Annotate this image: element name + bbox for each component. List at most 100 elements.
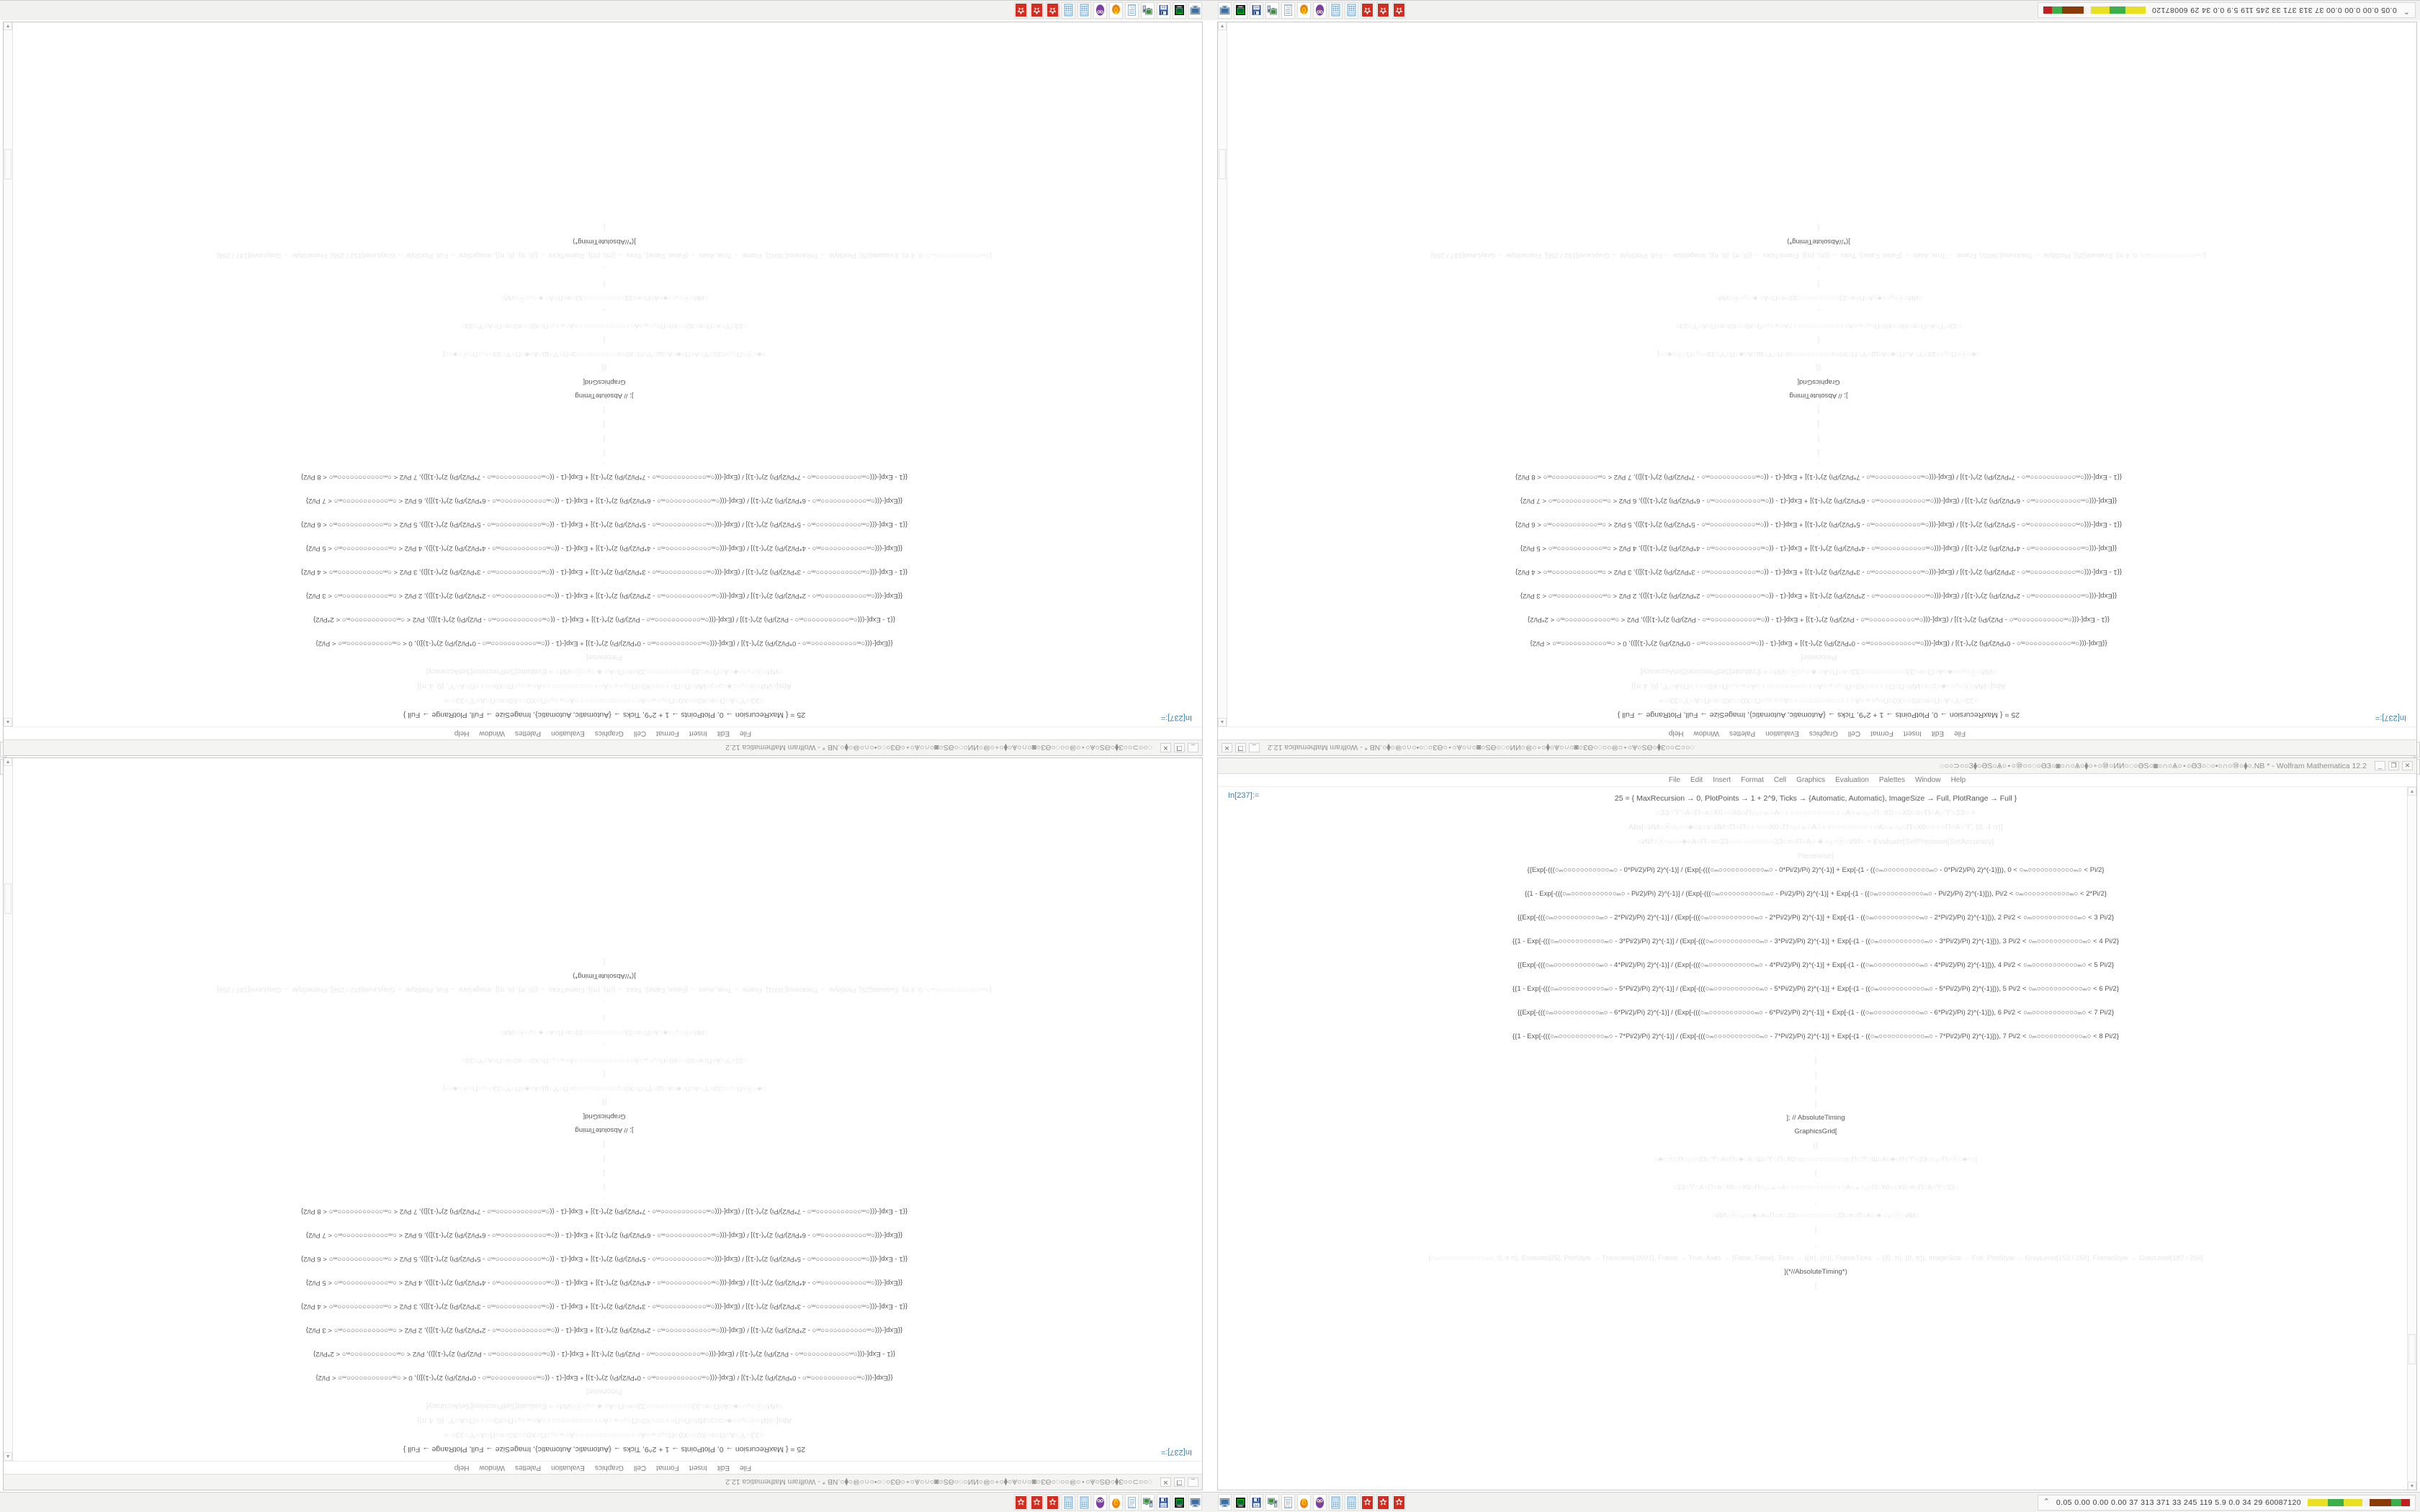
mathematica-spikey-icon[interactable]: [1392, 2, 1406, 19]
scrollbar-thumb[interactable]: [1219, 149, 1226, 179]
window-titlebar[interactable]: ◌○○⊃○○З⧫○ӘЅ○Ѧ○⋆○⑩○○◌○ӘЗ○◙○∩○Ѧ○⧫○∘○⑩○ИИ○◌…: [1218, 758, 2416, 774]
floppy-save-icon[interactable]: HD: [1157, 1494, 1170, 1511]
minimize-button[interactable]: _: [1249, 743, 1260, 752]
mathematica-spikey-icon[interactable]: [1046, 1494, 1059, 1511]
menu-item-evaluation[interactable]: Evaluation: [1765, 729, 1799, 737]
calculator-icon[interactable]: [1077, 2, 1091, 19]
close-button[interactable]: ✕: [1222, 743, 1232, 752]
floppy-save-64-icon[interactable]: 64: [1157, 2, 1170, 19]
menu-item-insert[interactable]: Insert: [1903, 729, 1922, 737]
floppy-save-icon[interactable]: HD: [1250, 2, 1263, 19]
window-controls[interactable]: _ ❐ ✕: [2371, 761, 2416, 770]
mathematica-window-top-right[interactable]: ◌○○⊃○○З⧫○ӘЅ○Ѧ○⋆○⑩○○◌○ӘЗ○◙○∩○Ѧ○⧫○∘○⑩○ИИ○◌…: [1217, 22, 2417, 756]
owl-browser-icon[interactable]: [1093, 2, 1107, 19]
calculator-icon[interactable]: [1077, 1494, 1091, 1511]
scrollbar-thumb[interactable]: [4, 149, 12, 179]
menubar[interactable]: File Edit Insert Format Cell Graphics Evaluati…: [4, 1461, 1202, 1474]
mathematica-spikey-icon[interactable]: [1361, 2, 1374, 19]
notebook-cell-area[interactable]: In[237]:= 25 = { MaxRecursion → 0, PlotPo…: [4, 950, 1202, 1461]
chevron-up-icon[interactable]: ⌃: [2043, 1498, 2050, 1506]
taskbar-top-icons[interactable]: HD 64: [897, 2, 1523, 19]
display-settings-icon[interactable]: [1188, 2, 1202, 19]
minimize-button[interactable]: _: [1188, 743, 1198, 752]
remote-desktop-icon[interactable]: [1265, 1494, 1279, 1511]
notebook-body[interactable]: ▲ ▼ In[237]:= 25 = { MaxRecursion → 0, Plot…: [1218, 787, 2416, 1490]
mathematica-spikey-icon[interactable]: [1030, 1494, 1044, 1511]
maximize-button[interactable]: ❐: [1174, 1477, 1185, 1487]
menu-item-edit[interactable]: Edit: [1690, 776, 1703, 784]
owl-browser-icon[interactable]: [1093, 1494, 1107, 1511]
menu-item-window[interactable]: Window: [1693, 729, 1720, 737]
firefox-icon[interactable]: [1109, 2, 1123, 19]
firefox-icon[interactable]: [1297, 2, 1311, 19]
menu-item-evaluation[interactable]: Evaluation: [551, 729, 585, 737]
menu-item-window[interactable]: Window: [479, 729, 506, 737]
menu-item-cell[interactable]: Cell: [633, 1464, 647, 1472]
display-settings-icon[interactable]: [1218, 2, 1232, 19]
menu-item-file[interactable]: File: [740, 1464, 752, 1472]
minimize-button[interactable]: _: [2375, 761, 2385, 770]
terminal-green-icon[interactable]: [1234, 1494, 1247, 1511]
mathematica-spikey-icon[interactable]: [1376, 2, 1390, 19]
menu-item-insert[interactable]: Insert: [689, 729, 707, 737]
menu-item-format[interactable]: Format: [656, 729, 679, 737]
window-controls[interactable]: _ ❐ ✕: [1157, 1477, 1202, 1487]
notebook-body[interactable]: ▲ ▼ In[237]:= 25 = { MaxRecursion → 0, Plot…: [1218, 22, 2416, 726]
display-settings-icon[interactable]: [1188, 1494, 1202, 1511]
menu-item-help[interactable]: Help: [454, 729, 470, 737]
minimize-button[interactable]: _: [1188, 1477, 1198, 1487]
window-titlebar[interactable]: _ ❐ ✕ ◌○○⊃○○З⧫○ӘЅ○Ѧ○⋆○⑩○○◌○ӘЗ○◙○∩○Ѧ○⧫○∘○⑩○И…: [4, 1474, 1202, 1490]
close-button[interactable]: ✕: [1160, 1477, 1171, 1487]
maximize-button[interactable]: ❐: [2388, 761, 2399, 770]
taskbar-top[interactable]: ⌃ 0.05 0.00 0.00 0.00 37 313 371 33 245 …: [0, 0, 2420, 20]
calculator-icon[interactable]: [1329, 2, 1343, 19]
menubar[interactable]: File Edit Insert Format Cell Graphics Evaluati…: [4, 726, 1202, 739]
menu-item-palettes[interactable]: Palettes: [1878, 776, 1905, 784]
remote-desktop-icon[interactable]: [1141, 2, 1155, 19]
taskbar-bottom-icons[interactable]: HD 64: [897, 1494, 1523, 1511]
menu-item-palettes[interactable]: Palettes: [1729, 729, 1756, 737]
menu-item-palettes[interactable]: Palettes: [515, 729, 542, 737]
menu-item-cell[interactable]: Cell: [1773, 776, 1787, 784]
chevron-up-icon[interactable]: ⌃: [2403, 6, 2410, 15]
calculator-icon[interactable]: [1345, 2, 1358, 19]
menu-item-cell[interactable]: Cell: [1847, 729, 1861, 737]
menu-item-window[interactable]: Window: [479, 1464, 506, 1472]
notebook-body[interactable]: ▲ ▼ In[237]:= 25 = { MaxRecursion → 0, Plot…: [4, 22, 1202, 726]
system-monitor-widget-bottom[interactable]: ⌃ 0.05 0.00 0.00 0.00 37 313 371 33 245 …: [2037, 1494, 2416, 1511]
window-controls[interactable]: _ ❐ ✕: [1218, 743, 1263, 752]
notepad-icon[interactable]: [1125, 1494, 1139, 1511]
menu-item-format[interactable]: Format: [1870, 729, 1894, 737]
mathematica-spikey-icon[interactable]: [1361, 1494, 1374, 1511]
mathematica-spikey-icon[interactable]: [1392, 1494, 1406, 1511]
scroll-down-arrow-icon[interactable]: ▼: [1218, 22, 1227, 30]
notebook-cell-area[interactable]: In[237]:= 25 = { MaxRecursion → 0, PlotPo…: [1218, 216, 2416, 726]
mathematica-spikey-icon[interactable]: [1030, 2, 1044, 19]
menubar[interactable]: File Edit Insert Format Cell Graphics Evaluati…: [1218, 726, 2416, 739]
owl-browser-icon[interactable]: [1313, 1494, 1327, 1511]
owl-browser-icon[interactable]: [1313, 2, 1327, 19]
calculator-icon[interactable]: [1329, 1494, 1343, 1511]
notebook-cell-area[interactable]: In[237]:= 25 = { MaxRecursion → 0, PlotPo…: [4, 216, 1202, 726]
menu-item-edit[interactable]: Edit: [717, 1464, 730, 1472]
menu-item-graphics[interactable]: Graphics: [1796, 776, 1826, 784]
menubar[interactable]: File Edit Insert Format Cell Graphics Evaluati…: [1218, 774, 2416, 787]
menu-item-help[interactable]: Help: [454, 1464, 470, 1472]
menu-item-insert[interactable]: Insert: [1713, 776, 1731, 784]
scroll-up-arrow-icon[interactable]: ▲: [2408, 787, 2416, 796]
notebook-body[interactable]: ▲ ▼ In[237]:= 25 = { MaxRecursion → 0, Plot…: [4, 757, 1202, 1461]
remote-desktop-icon[interactable]: [1265, 2, 1279, 19]
menu-item-evaluation[interactable]: Evaluation: [551, 1464, 585, 1472]
scroll-down-arrow-icon[interactable]: ▼: [4, 757, 12, 766]
close-button[interactable]: ✕: [2402, 761, 2413, 770]
scroll-down-arrow-icon[interactable]: ▼: [4, 22, 12, 30]
menu-item-file[interactable]: File: [1954, 729, 1966, 737]
scrollbar-thumb[interactable]: [2408, 1334, 2416, 1364]
firefox-icon[interactable]: [1109, 1494, 1123, 1511]
notepad-icon[interactable]: [1125, 2, 1139, 19]
menu-item-help[interactable]: Help: [1950, 776, 1966, 784]
menu-item-file[interactable]: File: [740, 729, 752, 737]
menu-item-graphics[interactable]: Graphics: [594, 729, 624, 737]
menu-item-evaluation[interactable]: Evaluation: [1835, 776, 1869, 784]
remote-desktop-icon[interactable]: [1141, 1494, 1155, 1511]
